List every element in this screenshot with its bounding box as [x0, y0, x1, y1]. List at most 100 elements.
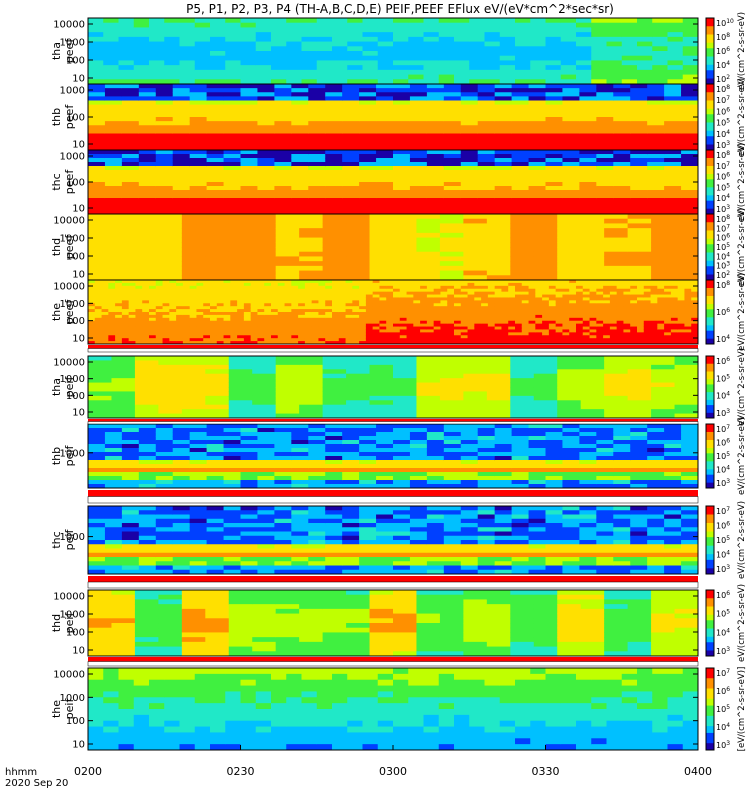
y-tick-label: 100 [66, 56, 85, 67]
colorbar-thd-peif: 106 105 104 103 eV/(cm^2-s-sr-eV) [705, 584, 747, 662]
colorbar-tick-label: 105 [716, 535, 730, 545]
y-tick-label: 10000 [53, 282, 85, 293]
y-tick-label: 100 [66, 113, 85, 124]
y-tick-label: 10 [72, 140, 85, 151]
panel-probe-label: tha [50, 378, 63, 396]
spectrogram-tha-peif [88, 356, 699, 419]
panel-tha-peef: 10000 1000 100 10 tha peef 1010 108 106 104 102 eV/… [50, 12, 747, 90]
colorbar-tick-label: 106 [716, 233, 730, 243]
spectrogram-the-peif [88, 668, 699, 751]
y-tick-label: 10 [72, 74, 85, 85]
colorbar-tick-label: 106 [716, 172, 730, 182]
panel-tha-peif: 10000 1000 100 10 tha peif 106 105 104 103 eV/(cm^… [50, 348, 747, 426]
y-tick-label: 1000 [60, 86, 85, 97]
spectrogram-thd-peef [88, 214, 699, 281]
colorbar-thb-peif: 107 106 105 104 103 eV/(cm^2-s-sr-eV) [705, 417, 747, 495]
x-axis: 0200 0230 0300 0330 0400 [74, 745, 712, 778]
y-tick-label: 1000 [60, 610, 85, 621]
x-tick-label: 0330 [532, 765, 560, 778]
colorbar-tick-label: 105 [716, 242, 730, 252]
panel-probe-label: thd [50, 614, 63, 632]
y-tick-label: 10 [72, 270, 85, 281]
colorbar-tick-label: 104 [716, 251, 730, 261]
y-tick-label: 100 [66, 716, 85, 727]
colorbar-tick-label: 106 [716, 307, 730, 317]
colorbar-tick-label: 1010 [716, 18, 734, 28]
y-tick-label: 1000 [60, 532, 85, 543]
panel-product-label: peif [63, 445, 76, 467]
panel-product-label: peif [63, 698, 76, 720]
x-tick-label: 0200 [74, 765, 102, 778]
panel-frame [87, 279, 699, 345]
y-tick-label: 1000 [60, 693, 85, 704]
colorbar-thc-peif: 107 106 105 104 103 eV/(cm^2-s-sr-eV) [705, 501, 747, 579]
y-tick-label: 1000 [60, 234, 85, 245]
colorbar-tick-label: 108 [716, 84, 730, 94]
panel-thd-peef: 10000 1000 100 10 thd peef 1081071061051041031… [50, 208, 747, 286]
colorbar-tick-label: 104 [716, 550, 730, 560]
colorbar-unit-label: eV/(cm^2-s-sr-eV) [737, 208, 747, 286]
panel-probe-label: thb [50, 447, 63, 465]
colorbar-the-peef: 108 106 104 eV/(cm^2-s-sr-eV) [705, 273, 747, 351]
y-tick-label: 1000 [60, 374, 85, 385]
panel-the-peef: 10000 1000 100 10 the peef 108 106 104 eV/(cm^2-s… [50, 273, 747, 351]
panel-product-label: peef [63, 299, 76, 325]
colorbar-tick-label: 103 [716, 564, 730, 574]
colorbar-tick-label: 108 [716, 150, 730, 160]
panel-product-label: peef [63, 169, 76, 195]
spectrogram-thb-peif [88, 424, 699, 489]
chart-title: P5, P1, P2, P3, P4 (TH-A,B,C,D,E) PEIF,P… [186, 2, 614, 16]
colorbar-tick-label: 108 [716, 32, 730, 42]
panel-frame [87, 505, 699, 575]
colorbar-unit-label: eV/(cm^2-s-sr-eV) [737, 143, 747, 221]
y-tick-label: 10 [72, 646, 85, 657]
y-tick-label: 1000 [60, 448, 85, 459]
panel-probe-label: thd [50, 238, 63, 256]
x-tick-label: 0400 [684, 765, 712, 778]
colorbar-unit-label: eV/(cm^2-s-sr-eV) [737, 348, 747, 426]
panel-frame [87, 589, 699, 657]
colorbar-tick-label: 106 [716, 438, 730, 448]
time-format-label: hhmm [5, 767, 37, 778]
colorbar-tick-label: 103 [716, 740, 730, 750]
y-tick-label: 10000 [53, 216, 85, 227]
colorbar-tick-label: 103 [716, 478, 730, 488]
colorbar-tick-label: 104 [716, 391, 730, 401]
colorbar-tick-label: 105 [716, 704, 730, 714]
colorbar-tick-label: 103 [716, 408, 730, 418]
colorbar-tick-label: 104 [716, 129, 730, 139]
y-tick-label: 1000 [60, 299, 85, 310]
colorbar-tick-label: 107 [716, 161, 730, 171]
y-tick-label: 1000 [60, 152, 85, 163]
colorbar-tick-label: 104 [716, 465, 730, 475]
spectrogram-tha-peef [88, 18, 699, 85]
colorbar-tick-label: 106 [716, 590, 730, 600]
colorbar-tick-label: 103 [716, 261, 730, 271]
colorbar-unit-label: eV/(cm^2-s-sr-eV) [737, 12, 747, 90]
y-tick-label: 100 [66, 178, 85, 189]
colorbar-unit-label: eV/(cm^2-s-sr-eV) [737, 417, 747, 495]
colorbar-tick-label: 106 [716, 521, 730, 531]
colorbar-unit-label: eV/(cm^2-s-sr-eV) [737, 78, 747, 156]
colorbar-tick-label: 104 [716, 60, 730, 70]
panel-product-label: peef [63, 38, 76, 64]
y-tick-label: 10 [72, 408, 85, 419]
colorbar-tick-label: 105 [716, 118, 730, 128]
colorbar-unit-label: [eV/(cm^2-s-sr-eV)] [737, 667, 747, 752]
colorbar-tick-label: 103 [716, 204, 730, 214]
y-tick-label: 10 [72, 204, 85, 215]
y-tick-label: 10000 [53, 670, 85, 681]
colorbar-tick-label: 107 [716, 668, 730, 678]
colorbar-tha-peif: 106 105 104 103 eV/(cm^2-s-sr-eV) [705, 348, 747, 426]
panel-product-label: peif [63, 529, 76, 551]
colorbar-tick-label: 104 [716, 627, 730, 637]
y-tick-label: 1000 [60, 38, 85, 49]
x-tick-label: 0230 [227, 765, 255, 778]
panel-product-label: peif [63, 612, 76, 634]
panel-probe-label: the [50, 303, 63, 321]
spectrogram-thd-peif [88, 590, 699, 657]
colorbar-tick-label: 106 [716, 106, 730, 116]
panel-probe-label: thc [50, 531, 63, 548]
